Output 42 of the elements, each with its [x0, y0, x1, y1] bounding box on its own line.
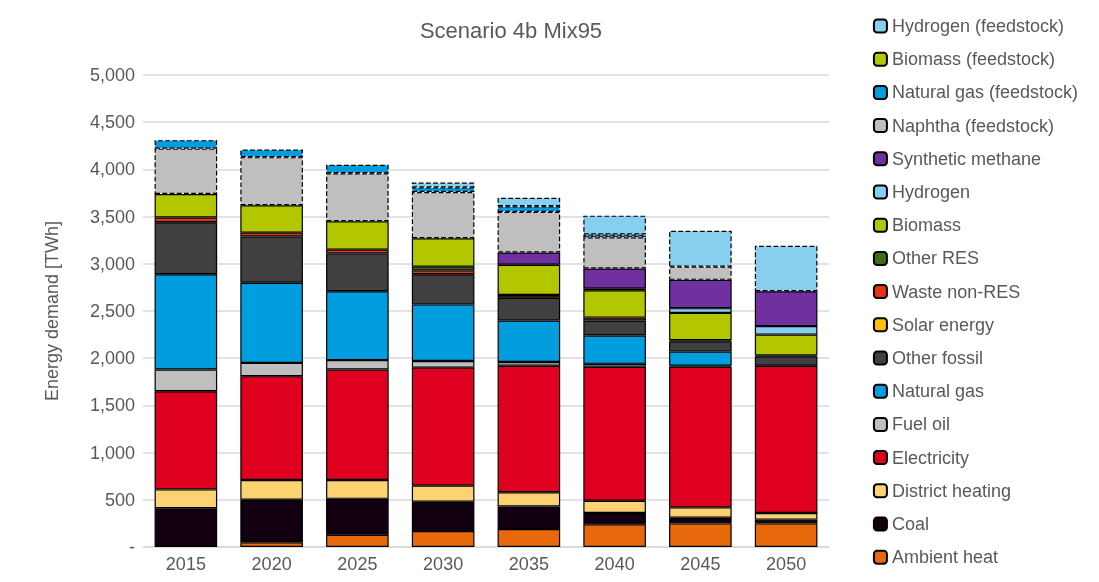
- legend-label: Other RES: [891, 248, 979, 269]
- x-tick-label: 2040: [594, 554, 635, 574]
- x-tick-label: 2035: [508, 554, 549, 574]
- legend-label: Hydrogen: [891, 182, 970, 202]
- chart-title: Scenario 4b Mix95: [419, 17, 603, 43]
- legend-label: Waste non-RES: [891, 281, 1021, 302]
- y-tick-label: -: [129, 537, 135, 557]
- legend-label: Other fossil: [891, 348, 983, 368]
- bar: [411, 182, 475, 188]
- legend-label: Biomass: [891, 215, 961, 236]
- legend-label: Solar energy: [891, 314, 994, 335]
- bar: [583, 215, 646, 235]
- legend-label: Ambient heat: [891, 547, 998, 568]
- x-tick-label: 2015: [165, 554, 206, 574]
- y-tick-label: 1,500: [89, 395, 135, 416]
- y-tick-label: 4,000: [89, 159, 135, 180]
- legend-label: Synthetic methane: [891, 148, 1042, 169]
- y-tick-label: 2,000: [89, 348, 135, 369]
- x-tick-label: 2025: [337, 554, 378, 574]
- legend-label: Natural gas: [891, 381, 984, 402]
- legend-label: Fuel oil: [891, 414, 950, 435]
- bar: [754, 523, 818, 547]
- legend-label: Biomass (feedstock): [891, 49, 1055, 70]
- bar: [583, 290, 646, 318]
- legend-label: Hydrogen (feedstock): [891, 16, 1065, 36]
- y-tick-label: 2,500: [89, 301, 135, 321]
- legend-label: Naphtha (feedstock): [891, 115, 1055, 136]
- legend-label: Coal: [891, 514, 929, 534]
- legend-label: District heating: [891, 480, 1011, 501]
- x-tick-label: 2050: [766, 554, 807, 574]
- y-tick-label: 4,500: [89, 112, 135, 133]
- y-axis-title: Energy demand [TWh]: [42, 220, 62, 402]
- y-tick-label: 1,000: [89, 442, 135, 463]
- x-tick-label: 2045: [680, 554, 721, 574]
- y-tick-label: 3,500: [89, 206, 135, 227]
- legend-label: Natural gas (feedstock): [891, 82, 1079, 103]
- y-tick-label: 500: [104, 489, 135, 510]
- y-tick-label: 3,000: [89, 253, 135, 274]
- x-tick-label: 2030: [423, 554, 464, 574]
- legend-label: Electricity: [891, 447, 969, 468]
- x-tick-label: 2020: [251, 554, 292, 574]
- y-tick-label: 5,000: [89, 65, 135, 85]
